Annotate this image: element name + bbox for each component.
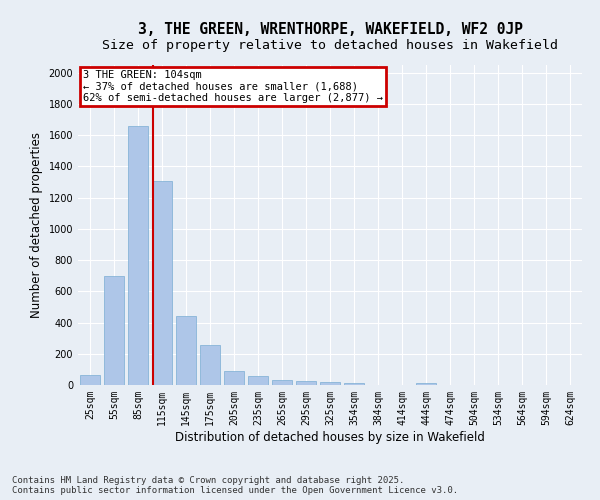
Bar xyxy=(344,382,364,385)
Bar xyxy=(296,381,316,385)
Text: Size of property relative to detached houses in Wakefield: Size of property relative to detached ho… xyxy=(102,38,558,52)
Bar xyxy=(224,371,244,385)
Bar xyxy=(272,380,292,385)
Bar xyxy=(176,316,196,385)
X-axis label: Distribution of detached houses by size in Wakefield: Distribution of detached houses by size … xyxy=(175,430,485,444)
Bar xyxy=(128,126,148,385)
Bar xyxy=(320,382,340,385)
Y-axis label: Number of detached properties: Number of detached properties xyxy=(30,132,43,318)
Bar xyxy=(248,376,268,385)
Bar xyxy=(416,382,436,385)
Text: 3 THE GREEN: 104sqm
← 37% of detached houses are smaller (1,688)
62% of semi-det: 3 THE GREEN: 104sqm ← 37% of detached ho… xyxy=(83,70,383,103)
Bar xyxy=(152,180,172,385)
Bar xyxy=(80,376,100,385)
Text: 3, THE GREEN, WRENTHORPE, WAKEFIELD, WF2 0JP: 3, THE GREEN, WRENTHORPE, WAKEFIELD, WF2… xyxy=(137,22,523,38)
Text: Contains HM Land Registry data © Crown copyright and database right 2025.
Contai: Contains HM Land Registry data © Crown c… xyxy=(12,476,458,495)
Bar xyxy=(200,345,220,385)
Bar xyxy=(104,276,124,385)
